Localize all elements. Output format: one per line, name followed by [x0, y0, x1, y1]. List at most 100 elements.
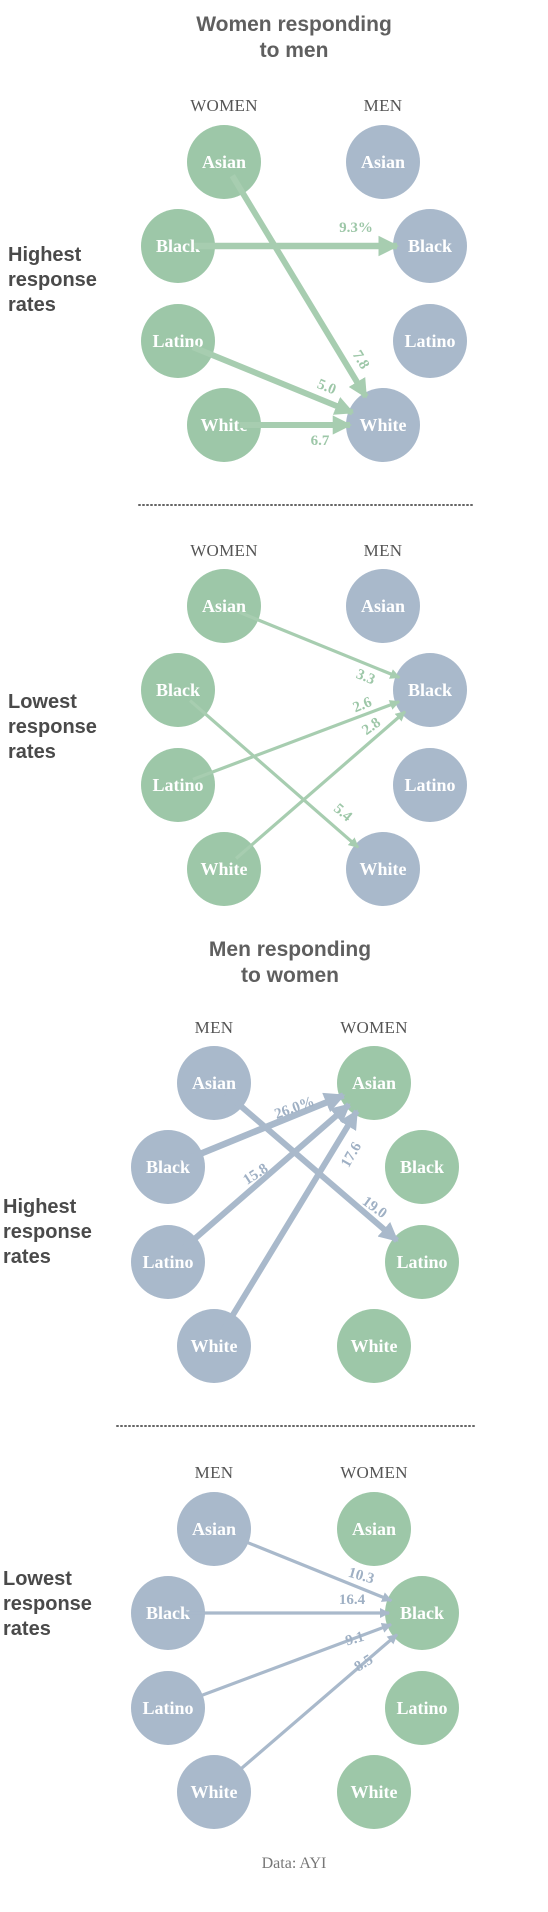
right-node-white: White [346, 832, 420, 906]
node-label: White [351, 1782, 398, 1802]
node-circle [141, 653, 215, 727]
left-column-header: MEN [195, 1463, 234, 1482]
node-circle [131, 1671, 205, 1745]
node-label: White [360, 859, 407, 879]
panel-2: Lowest response rates WOMEN MEN Asian Black Lat… [8, 541, 467, 906]
right-node-white: White [337, 1309, 411, 1383]
link-asian-to-black: 10.3 [228, 1533, 393, 1603]
node-circle [141, 748, 215, 822]
left-node-asian: Asian [187, 569, 261, 643]
right-node-asian: Asian [346, 569, 420, 643]
right-node-black: Black [393, 209, 467, 283]
node-circle [177, 1309, 251, 1383]
right-node-white: White [337, 1755, 411, 1829]
node-label: Latino [396, 1252, 447, 1272]
left-node-black: Black [141, 209, 215, 283]
node-label: Black [400, 1157, 444, 1177]
panel-label-line: response [8, 716, 97, 738]
node-label: White [191, 1782, 238, 1802]
node-circle [385, 1225, 459, 1299]
panel-4: Lowest response rates MEN WOMEN Asian Black Lat… [3, 1463, 459, 1829]
node-circle [141, 304, 215, 378]
panel-3: Highest response rates MEN WOMEN Asian Black La… [3, 1018, 477, 1427]
right-node-black: Black [393, 653, 467, 727]
links: 26.0%15.817.619.0 [178, 1091, 399, 1334]
section-title-line: to men [260, 39, 329, 62]
left-column-header: MEN [195, 1018, 234, 1037]
node-label: Latino [152, 775, 203, 795]
section-title: Men responding to women [209, 938, 371, 987]
left-node-white: White [187, 388, 261, 462]
right-node-latino: Latino [393, 304, 467, 378]
source-note: Data: AYI [262, 1855, 327, 1872]
panel-label: Highest response rates [8, 244, 97, 316]
link-arrow [238, 610, 401, 680]
node-label: Latino [404, 331, 455, 351]
right-node-black: Black [385, 1576, 459, 1650]
node-label: Asian [202, 152, 246, 172]
link-value: 9.1 [344, 1629, 366, 1650]
link-arrow [182, 1622, 393, 1704]
nodes: Asian Black Latino White Asian Black Latino Whi… [141, 125, 467, 462]
node-label: White [201, 859, 248, 879]
node-label: Latino [142, 1698, 193, 1718]
right-node-asian: Asian [337, 1492, 411, 1566]
left-node-latino: Latino [141, 304, 215, 378]
panel-label-line: Lowest [3, 1568, 72, 1590]
node-label: Black [408, 680, 452, 700]
link-white-to-asian: 17.6 [219, 1109, 365, 1334]
node-circle [187, 832, 261, 906]
node-label: Asian [361, 152, 405, 172]
left-node-black: Black [131, 1130, 205, 1204]
node-circle [177, 1755, 251, 1829]
right-column-header: MEN [364, 96, 403, 115]
link-white-to-white: 6.7 [240, 415, 352, 449]
panel-label-line: response [3, 1221, 92, 1243]
section-title-line: Men responding [209, 938, 371, 961]
link-latino-to-black: 9.1 [182, 1622, 393, 1704]
right-node-white: White [346, 388, 420, 462]
node-circle [385, 1130, 459, 1204]
link-arrow [178, 1102, 352, 1254]
node-label: White [191, 1336, 238, 1356]
left-node-black: Black [131, 1576, 205, 1650]
link-arrow [229, 174, 369, 399]
node-circle [346, 569, 420, 643]
link-arrow [228, 1533, 393, 1603]
panel-label: Lowest response rates [3, 1568, 92, 1640]
panel-label-line: Lowest [8, 691, 77, 713]
node-circle [337, 1309, 411, 1383]
links: 9.3%7.85.0 6.7 [191, 174, 400, 449]
node-circle [385, 1671, 459, 1745]
link-latino-to-black: 2.6 [192, 694, 401, 781]
node-label: Asian [352, 1073, 396, 1093]
node-circle [393, 209, 467, 283]
left-node-latino: Latino [131, 1671, 205, 1745]
node-label: Black [400, 1603, 444, 1623]
node-circle [131, 1130, 205, 1204]
node-circle [337, 1046, 411, 1120]
link-black-to-black: 16.4 [184, 1592, 391, 1619]
panel-label: Lowest response rates [8, 691, 97, 763]
node-label: Black [146, 1157, 190, 1177]
link-value: 3.3 [354, 666, 377, 688]
right-node-asian: Asian [346, 125, 420, 199]
panel-label-line: response [3, 1593, 92, 1615]
nodes: Asian Black Latino White Asian Black Latino Whi… [141, 569, 467, 906]
panel-label-line: response [8, 269, 97, 291]
node-label: White [360, 415, 407, 435]
link-arrow [224, 1091, 399, 1243]
node-circle [393, 748, 467, 822]
link-arrow [192, 700, 401, 781]
node-circle [337, 1755, 411, 1829]
panel-label-line: rates [8, 294, 56, 316]
links: 10.316.49.18.5 [182, 1533, 399, 1783]
section-2: Men responding to women Highest response rat… [3, 938, 477, 1829]
left-node-white: White [177, 1755, 251, 1829]
left-column-header: WOMEN [190, 96, 258, 115]
node-circle [346, 388, 420, 462]
nodes: Asian Black Latino White Asian Black Latino Whi… [131, 1492, 459, 1829]
link-value: 17.6 [338, 1139, 365, 1170]
panel-label-line: Highest [8, 244, 82, 266]
link-value: 2.6 [351, 694, 375, 716]
